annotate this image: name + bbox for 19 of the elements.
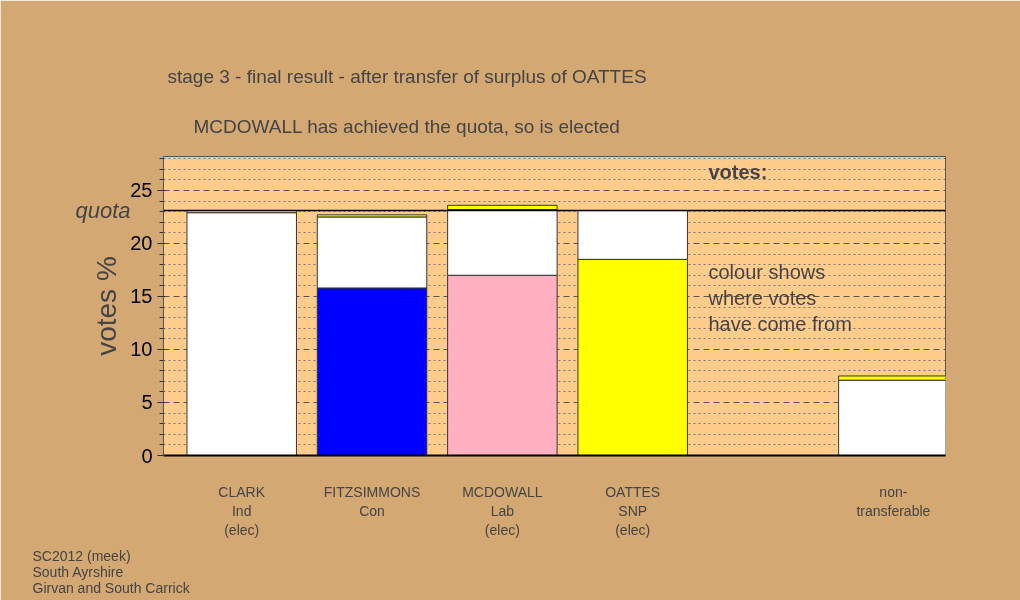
y-tick-label: 5 [141, 391, 153, 414]
y-tick-label: 25 [130, 179, 153, 202]
annotation: colour shows where votes have come from [707, 260, 852, 336]
y-tick-label: 10 [130, 338, 153, 361]
annotation: votes: [708, 160, 768, 183]
chart-subtitle: MCDOWALL has achieved the quota, so is elected [193, 115, 620, 137]
text: SC2012 (meek) South Ayrshire Girvan and South Carrick [32, 547, 191, 596]
y-tick-label: 20 [130, 232, 153, 255]
bar [186, 212, 297, 456]
ref-line-label: quota [75, 198, 131, 224]
y-axis-title: votes % [91, 256, 123, 356]
chart-title: stage 3 - final result - after transfer of surplus of OATTES [167, 65, 647, 87]
x-tick-label: MCDOWALL Lab (elec) [462, 483, 543, 538]
x-tick-label: non- transferable [856, 483, 931, 519]
y-tick-label: 0 [141, 444, 153, 467]
x-tick-label: FITZSIMMONS Con [323, 483, 421, 519]
x-tick-label: CLARK Ind (elec) [218, 483, 266, 538]
y-tick-label: 15 [130, 285, 153, 308]
x-tick-label: OATTES SNP (elec) [605, 483, 661, 538]
